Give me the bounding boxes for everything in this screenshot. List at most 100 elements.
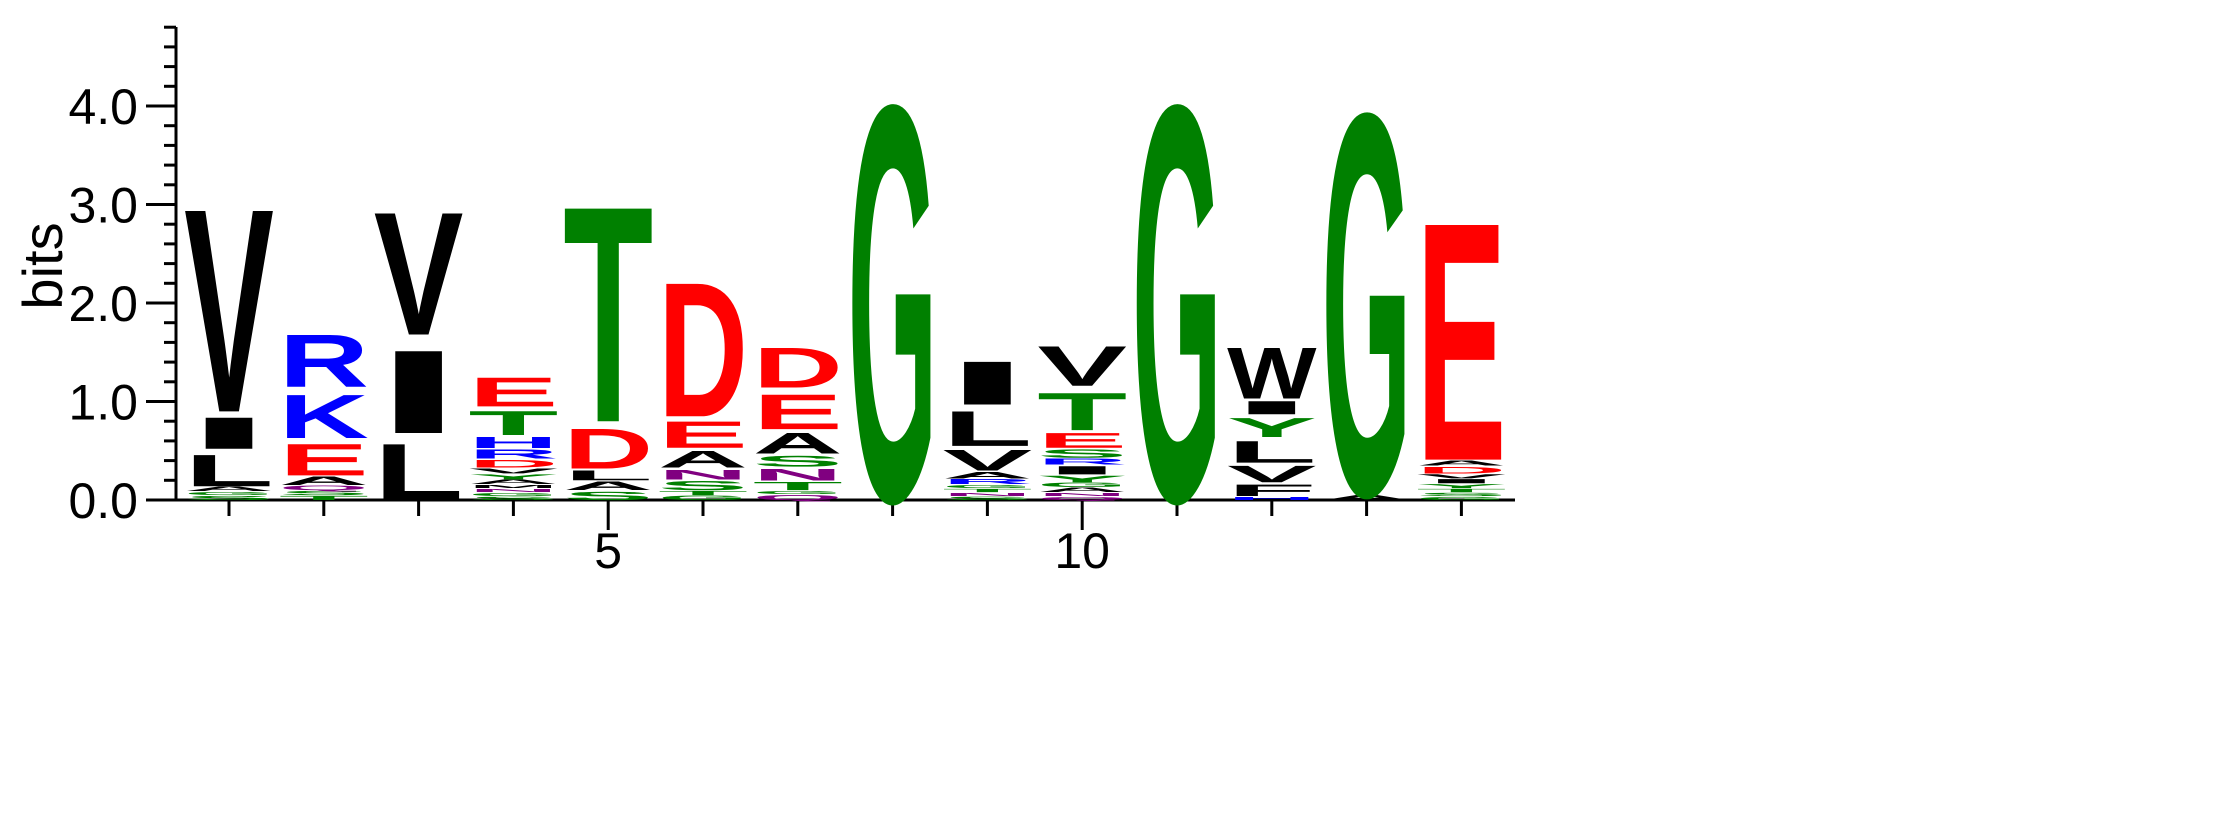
logo-letter-A: A — [184, 486, 274, 493]
logo-letter-G: G — [753, 490, 843, 495]
logo-letter-D: D — [468, 458, 558, 470]
logo-letter-G: G — [658, 495, 748, 502]
logo-letter-L: L — [942, 401, 1032, 457]
logo-letter-M: M — [468, 484, 558, 489]
logo-letter-T: T — [753, 479, 843, 492]
logo-letter-L: L — [374, 427, 464, 517]
logo-letter-V: V — [469, 467, 559, 475]
logo-letter-Y: Y — [1416, 483, 1506, 490]
logo-letter-N: N — [658, 466, 748, 482]
logo-letter-G: G — [184, 491, 274, 496]
logo-letter-V: V — [1227, 461, 1317, 487]
logo-letter-T: T — [1416, 488, 1506, 493]
logo-letter-A: A — [1416, 459, 1506, 467]
logo-letter-A: A — [942, 470, 1032, 481]
logo-letter-V: V — [1037, 334, 1127, 398]
stack-position-3: LIV — [374, 176, 464, 518]
y-axis-ticks — [146, 25, 176, 502]
logo-letter-E: E — [468, 369, 558, 415]
logo-letter-N: N — [468, 488, 558, 493]
logo-letter-R: R — [942, 478, 1032, 486]
y-axis-tick-labels: 0.0 1.0 2.0 3.0 4.0 — [68, 79, 138, 529]
logo-letter-G: G — [848, 0, 938, 621]
y-tick-label: 4.0 — [68, 79, 138, 135]
logo-letter-S: S — [184, 495, 274, 502]
logo-letter-E: E — [1416, 151, 1506, 532]
logo-letter-F: F — [1227, 481, 1317, 500]
logo-letter-L: L — [184, 446, 274, 497]
logo-letter-N: N — [753, 465, 843, 484]
logo-letter-A: A — [1322, 494, 1412, 502]
logo-letter-H: H — [1227, 496, 1317, 501]
y-tick-label: 3.0 — [68, 178, 138, 234]
logo-letter-I: I — [184, 408, 274, 458]
x-axis: 5 10 — [146, 498, 1515, 579]
y-tick-label: 0.0 — [68, 473, 138, 529]
logo-letter-Q: Q — [753, 494, 843, 502]
logo-letter-D: D — [1416, 465, 1506, 476]
stack-position-8: G — [848, 0, 938, 621]
y-tick-label: 1.0 — [68, 375, 138, 431]
stack-position-13: AG — [1322, 0, 1412, 610]
logo-letter-E: E — [753, 384, 843, 440]
logo-letter-A: A — [563, 479, 653, 492]
logo-letter-V: V — [1417, 473, 1507, 480]
logo-letter-S: S — [1037, 447, 1127, 460]
logo-letter-G: G — [468, 492, 558, 497]
logo-letter-G: G — [942, 484, 1032, 489]
logo-letter-S: S — [942, 496, 1032, 501]
logo-letter-V: V — [374, 176, 464, 373]
y-axis: 0.0 1.0 2.0 3.0 4.0 bits — [11, 25, 178, 529]
y-tick-label: 2.0 — [68, 276, 138, 332]
logo-letter-E: E — [1037, 429, 1127, 453]
logo-letter-G: G — [1037, 482, 1127, 489]
logo-letter-E: E — [279, 435, 369, 485]
logo-letter-S: S — [468, 496, 558, 501]
logo-letter-D: D — [563, 417, 653, 481]
logo-letter-T: T — [279, 495, 369, 502]
logo-letter-A: A — [468, 479, 558, 486]
logo-letter-A: A — [279, 474, 369, 487]
stack-position-11: G — [1132, 0, 1222, 621]
x-tick-label: 5 — [594, 523, 622, 579]
letter-stacks: SGALIVTSQAEKRLIVSGNMAYVDRHTESALDTGTSNAED… — [184, 0, 1506, 621]
logo-letter-N: N — [942, 492, 1032, 497]
logo-letter-R: R — [468, 447, 558, 462]
logo-letter-K: K — [279, 382, 369, 451]
logo-letter-T: T — [468, 404, 558, 443]
logo-letter-N: N — [1037, 492, 1127, 497]
logo-letter-A: A — [1037, 487, 1127, 494]
x-axis-tick-labels: 5 10 — [594, 523, 1110, 579]
logo-letter-L: L — [1227, 435, 1317, 470]
logo-letter-R: R — [279, 319, 369, 403]
logo-letter-Q: Q — [279, 485, 369, 492]
logo-letter-I: I — [1227, 397, 1317, 418]
logo-letter-S: S — [1416, 492, 1506, 497]
logo-letter-Y: Y — [1227, 412, 1317, 443]
logo-letter-T: T — [942, 488, 1032, 493]
logo-letter-T: T — [1037, 382, 1127, 441]
logo-letter-G: G — [1132, 0, 1222, 621]
y-axis-label: bits — [11, 222, 74, 309]
logo-letter-S: S — [753, 453, 843, 470]
logo-letter-Y: Y — [1037, 474, 1127, 485]
logo-letter-L: L — [563, 467, 653, 483]
x-tick-label: 10 — [1054, 523, 1110, 579]
logo-letter-I: I — [1037, 464, 1127, 477]
logo-letter-T: T — [563, 143, 653, 488]
logo-letter-A: A — [658, 446, 748, 472]
logo-letter-A: A — [753, 427, 843, 460]
logo-letter-V: V — [943, 444, 1033, 477]
logo-letter-S: S — [658, 478, 748, 493]
logo-letter-R: R — [1037, 457, 1127, 466]
